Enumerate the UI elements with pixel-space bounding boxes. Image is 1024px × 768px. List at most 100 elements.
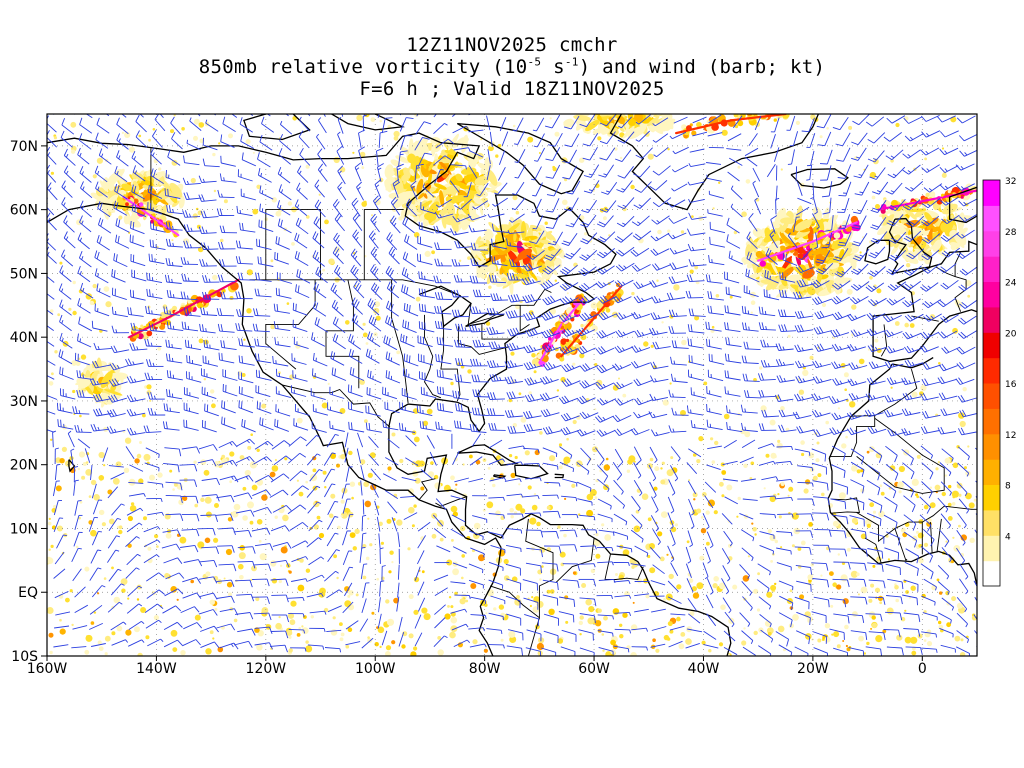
- vorticity-patch: [413, 646, 418, 651]
- vorticity-patch: [973, 498, 977, 502]
- vorticity-patch: [377, 626, 385, 634]
- vorticity-patch: [99, 509, 105, 516]
- vorticity-patch: [821, 302, 827, 308]
- vorticity-patch: [462, 463, 465, 466]
- vorticity-patch: [904, 636, 912, 644]
- vorticity-patch: [203, 339, 209, 345]
- vorticity-patch: [336, 463, 340, 468]
- vorticity-patch: [409, 488, 413, 492]
- vorticity-patch: [619, 623, 623, 627]
- vorticity-patch: [426, 408, 433, 415]
- barb-staff: [868, 596, 884, 599]
- vorticity-patch: [890, 386, 893, 389]
- vorticity-patch: [205, 571, 211, 577]
- vorticity-patch: [585, 598, 592, 606]
- vorticity-patch: [420, 486, 425, 491]
- vorticity-patch: [856, 572, 860, 577]
- vorticity-patch: [500, 516, 505, 520]
- vorticity-patch: [71, 360, 77, 366]
- barb-staff: [200, 514, 216, 516]
- vorticity-patch: [916, 454, 921, 459]
- vorticity-patch: [760, 405, 767, 412]
- vorticity-patch: [601, 523, 605, 527]
- vorticity-patch: [193, 135, 198, 141]
- vorticity-patch: [938, 620, 942, 625]
- vorticity-patch: [661, 461, 665, 465]
- vorticity-patch: [753, 630, 758, 636]
- vorticity-patch: [929, 502, 936, 509]
- vorticity-patch: [371, 214, 373, 217]
- vorticity-patch: [359, 459, 366, 465]
- vorticity-patch: [597, 608, 602, 613]
- vorticity-patch: [670, 456, 674, 460]
- vorticity-patch: [61, 446, 67, 452]
- vorticity-patch: [967, 445, 970, 448]
- vorticity-patch: [213, 575, 219, 581]
- vorticity-patch: [422, 420, 429, 426]
- vorticity-patch: [113, 596, 121, 604]
- vorticity-patch: [242, 486, 247, 491]
- vorticity-patch: [444, 149, 459, 156]
- vorticity-patch: [401, 644, 406, 649]
- vorticity-patch: [190, 579, 194, 584]
- vorticity-patch: [590, 568, 596, 574]
- vorticity-patch: [98, 475, 105, 481]
- vorticity-patch: [134, 626, 140, 633]
- vorticity-patch: [874, 587, 881, 593]
- vorticity-patch: [129, 146, 135, 153]
- vorticity-patch: [808, 522, 813, 527]
- vorticity-patch: [332, 616, 336, 620]
- vorticity-patch: [138, 134, 142, 138]
- vorticity-patch: [741, 640, 747, 646]
- vorticity-patch: [747, 555, 751, 558]
- vorticity-patch: [418, 213, 426, 222]
- vorticity-patch: [252, 151, 255, 154]
- vorticity-patch: [200, 497, 205, 502]
- vorticity-patch: [734, 124, 739, 129]
- vorticity-patch: [565, 338, 570, 342]
- vorticity-patch: [700, 528, 707, 534]
- vorticity-patch: [533, 493, 537, 496]
- vorticity-patch: [250, 578, 253, 582]
- vorticity-patch: [349, 532, 356, 538]
- vorticity-patch: [596, 379, 603, 386]
- vorticity-patch: [396, 519, 403, 526]
- vorticity-patch: [768, 114, 772, 115]
- vorticity-patch: [190, 177, 196, 184]
- vorticity-patch: [364, 500, 372, 508]
- vorticity-patch: [127, 515, 133, 522]
- vorticity-patch: [361, 166, 365, 170]
- vorticity-patch: [929, 486, 933, 489]
- vorticity-patch: [393, 135, 399, 141]
- vorticity-patch: [789, 589, 793, 593]
- vorticity-patch: [48, 381, 54, 386]
- vorticity-patch: [391, 640, 396, 645]
- vorticity-patch: [546, 505, 551, 510]
- vorticity-patch: [960, 195, 964, 199]
- vorticity-patch: [669, 382, 672, 385]
- vorticity-patch: [515, 303, 521, 310]
- vorticity-patch: [554, 279, 557, 282]
- vorticity-patch: [450, 605, 454, 609]
- vorticity-patch: [701, 640, 706, 645]
- vorticity-patch: [688, 578, 694, 583]
- vorticity-patch: [923, 504, 929, 510]
- vorticity-patch: [205, 511, 212, 518]
- vorticity-patch: [367, 472, 373, 478]
- vorticity-patch: [685, 638, 692, 645]
- vorticity-patch: [958, 493, 962, 497]
- vorticity-patch: [826, 127, 829, 130]
- vorticity-patch: [947, 190, 951, 194]
- barb-staff: [865, 613, 881, 615]
- vorticity-patch: [849, 401, 856, 408]
- vorticity-patch: [472, 196, 484, 205]
- vorticity-patch: [766, 591, 773, 598]
- vorticity-patch: [221, 454, 226, 459]
- vorticity-patch: [72, 389, 76, 394]
- vorticity-patch: [305, 645, 313, 653]
- vorticity-patch: [57, 313, 61, 317]
- vorticity-patch: [594, 620, 602, 627]
- vorticity-patch: [871, 615, 876, 620]
- vorticity-patch: [363, 481, 370, 488]
- vorticity-patch: [48, 632, 54, 638]
